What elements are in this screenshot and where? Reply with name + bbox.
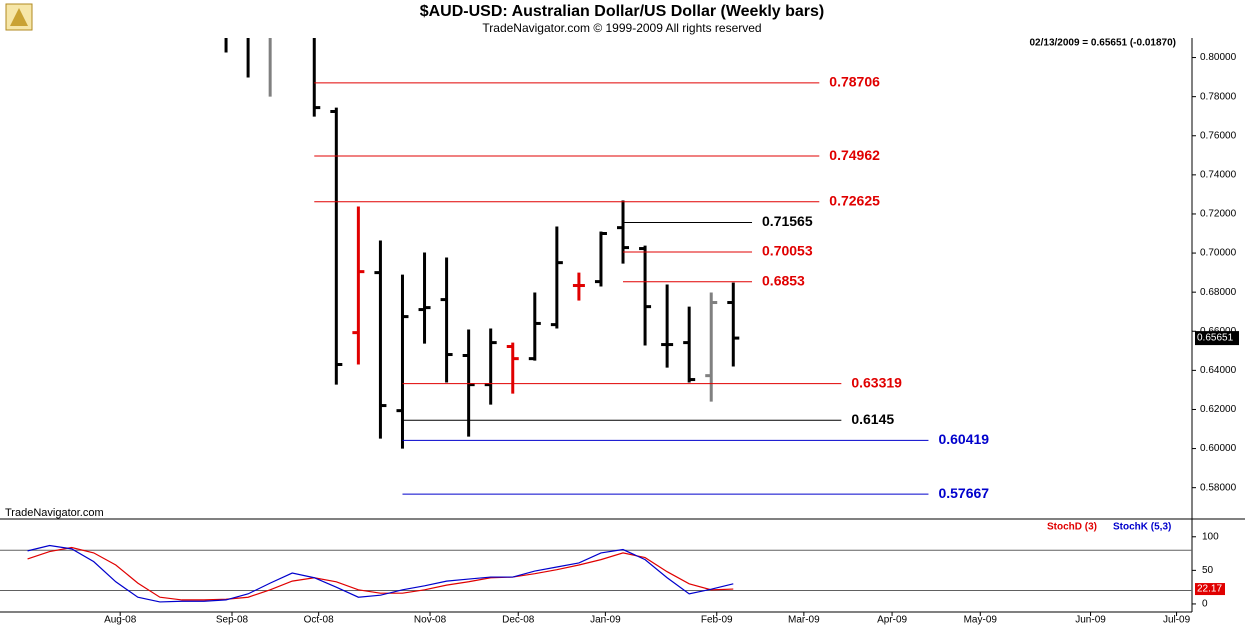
last-price-box [1195, 331, 1239, 346]
x-tick-label: Sep-08 [216, 615, 249, 626]
x-tick-label: Jun-09 [1075, 615, 1106, 626]
y-tick-label: 0.62000 [1200, 404, 1237, 415]
x-tick-label: Apr-09 [877, 615, 907, 626]
y-tick-label: 0.78000 [1200, 91, 1237, 102]
y-tick-label: 0.80000 [1200, 52, 1237, 63]
x-tick-label: May-09 [964, 615, 998, 626]
x-tick-label: Mar-09 [788, 615, 820, 626]
level-label: 0.57667 [938, 485, 989, 501]
level-label: 0.71565 [762, 213, 813, 229]
x-tick-label: Jan-09 [590, 615, 621, 626]
y-tick-label: 0.74000 [1200, 169, 1237, 180]
y-tick-label: 0.72000 [1200, 209, 1237, 220]
quote-info: 02/13/2009 = 0.65651 (-0.01870) [1029, 38, 1176, 49]
level-label: 0.6853 [762, 273, 805, 289]
chart-title: $AUD-USD: Australian Dollar/US Dollar (W… [420, 3, 825, 20]
watermark: TradeNavigator.com [5, 507, 104, 519]
last-price-label: 0.65651 [1197, 333, 1234, 344]
y-tick-label: 100 [1202, 531, 1219, 542]
y-tick-label: 0.58000 [1200, 482, 1237, 493]
level-label: 0.60419 [938, 431, 989, 447]
level-label: 0.72625 [829, 192, 880, 208]
legend-label: StochD (3) [1047, 522, 1097, 533]
y-tick-label: 0.76000 [1200, 130, 1237, 141]
x-tick-label: Oct-08 [304, 615, 334, 626]
level-label: 0.70053 [762, 243, 813, 259]
y-tick-label: 0.64000 [1200, 365, 1237, 376]
x-tick-label: Nov-08 [414, 615, 447, 626]
level-label: 0.74962 [829, 147, 880, 163]
legend-label: StochK (5,3) [1113, 522, 1171, 533]
stoch-panel [0, 544, 1192, 603]
x-tick-label: Jul-09 [1163, 615, 1191, 626]
y-tick-label: 0.60000 [1200, 443, 1237, 454]
stoch-line [27, 546, 734, 601]
y-tick-label: 0.68000 [1200, 287, 1237, 298]
price-panel [224, 38, 929, 495]
stoch-line [27, 544, 734, 603]
x-tick-label: Feb-09 [701, 615, 733, 626]
level-label: 0.78706 [829, 74, 880, 90]
x-tick-label: Aug-08 [104, 615, 137, 626]
x-tick-label: Dec-08 [502, 615, 535, 626]
y-tick-label: 0.70000 [1200, 248, 1237, 259]
stoch-last-label: 22.17 [1197, 584, 1222, 595]
stoch-last-box [1195, 583, 1225, 596]
y-tick-label: 0 [1202, 599, 1208, 610]
level-label: 0.63319 [851, 374, 902, 390]
logo [5, 3, 33, 31]
y-tick-label: 50 [1202, 565, 1214, 576]
level-label: 0.6145 [851, 411, 894, 427]
chart-subtitle: TradeNavigator.com © 1999-2009 All right… [482, 21, 761, 35]
